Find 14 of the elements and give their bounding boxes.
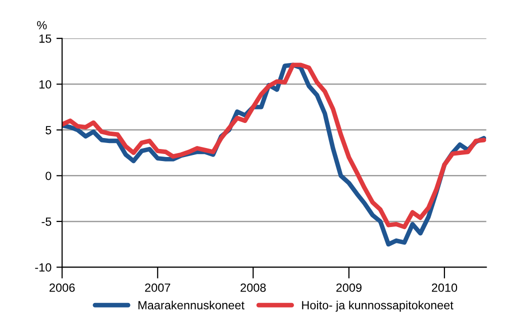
y-tick-label: -10 (35, 263, 52, 272)
y-axis-title: % (37, 21, 47, 30)
x-tick-label: 2006 (50, 283, 75, 292)
y-tick-label: 5 (46, 126, 52, 134)
x-tick-label: 2009 (336, 283, 362, 292)
legend-label: Hoito- ja kunnossapitokoneet (302, 300, 454, 312)
y-tick-label: -5 (42, 218, 52, 226)
x-tick-label: 2007 (145, 283, 170, 292)
x-tick-label: 2008 (240, 283, 266, 292)
y-tick-label: 0 (46, 172, 52, 180)
legend-label: Maarakennuskoneet (138, 300, 244, 310)
x-tick-label: 2010 (432, 283, 458, 292)
y-tick-label: 15 (39, 34, 52, 43)
y-tick-label: 10 (39, 80, 52, 89)
